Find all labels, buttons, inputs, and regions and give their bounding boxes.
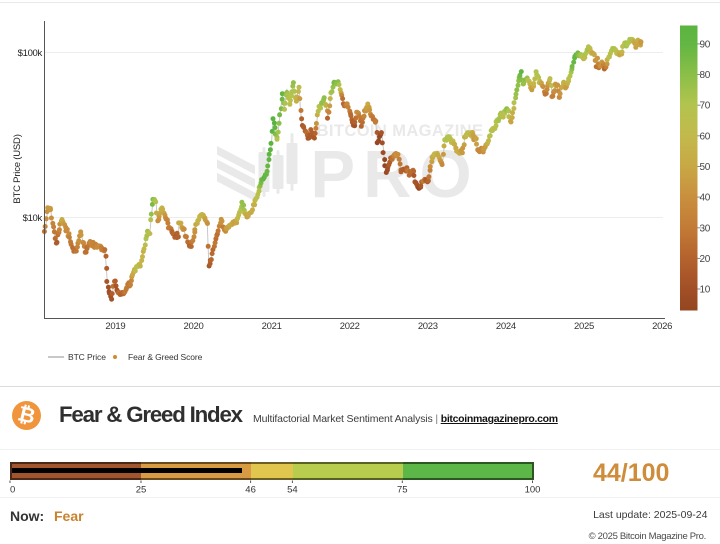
svg-text:BITCOIN MAGAZINE: BITCOIN MAGAZINE xyxy=(317,122,484,140)
svg-text:80: 80 xyxy=(700,70,711,81)
svg-text:25: 25 xyxy=(136,484,147,495)
svg-text:2024: 2024 xyxy=(496,321,516,332)
svg-text:2023: 2023 xyxy=(418,321,438,332)
svg-text:2025: 2025 xyxy=(574,321,594,332)
svg-text:2021: 2021 xyxy=(262,321,282,332)
svg-text:50: 50 xyxy=(700,162,711,173)
svg-text:75: 75 xyxy=(397,484,408,495)
svg-text:10: 10 xyxy=(700,285,711,296)
svg-text:60: 60 xyxy=(700,131,711,142)
svg-text:0: 0 xyxy=(10,484,15,495)
svg-text:30: 30 xyxy=(700,223,711,234)
svg-text:$10k: $10k xyxy=(23,213,43,224)
svg-text:$100k: $100k xyxy=(18,48,43,59)
svg-text:20: 20 xyxy=(700,254,711,265)
svg-text:BTC Price (USD): BTC Price (USD) xyxy=(12,134,23,203)
svg-text:100: 100 xyxy=(525,484,541,495)
svg-text:70: 70 xyxy=(700,101,711,112)
svg-text:PRO: PRO xyxy=(310,137,479,212)
svg-text:2020: 2020 xyxy=(184,321,204,332)
svg-text:2019: 2019 xyxy=(105,321,125,332)
svg-text:2026: 2026 xyxy=(652,321,672,332)
svg-text:46: 46 xyxy=(245,484,256,495)
svg-text:54: 54 xyxy=(287,484,298,495)
svg-text:40: 40 xyxy=(700,193,711,204)
svg-text:2022: 2022 xyxy=(340,321,360,332)
svg-text:90: 90 xyxy=(700,39,711,50)
